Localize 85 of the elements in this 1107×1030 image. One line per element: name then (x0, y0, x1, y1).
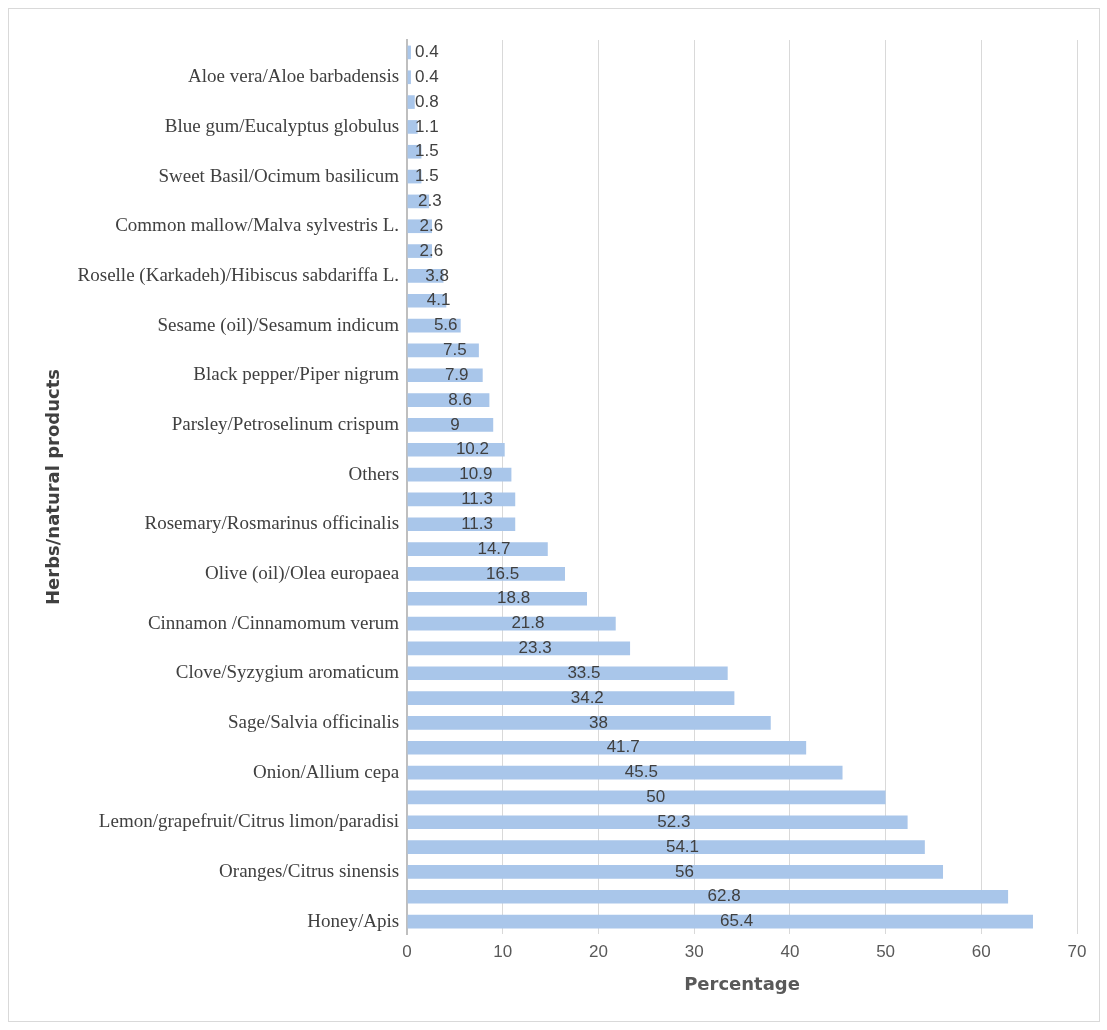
bar (407, 765, 843, 780)
bar (407, 790, 886, 805)
x-tick-label: 50 (876, 941, 896, 961)
bar (407, 591, 588, 606)
bar (407, 120, 418, 134)
data-label: 1.5 (415, 166, 439, 186)
bar (407, 517, 516, 532)
y-tick-label: Others (348, 462, 400, 484)
y-tick-label: Olive (oil)/Olea europaea (204, 561, 400, 584)
bar (407, 567, 565, 581)
data-label: 38 (588, 712, 608, 732)
y-tick-label: Aloe vera/Aloe barbadensis (188, 65, 400, 87)
y-tick-label: Onion/Allium cepa (252, 760, 400, 782)
data-label: 34.2 (570, 687, 604, 707)
data-label: 10.9 (459, 464, 493, 484)
bar (407, 70, 411, 85)
bar (407, 666, 728, 681)
y-tick-label: Roselle (Karkadeh)/Hibiscus sabdariffa L. (77, 263, 400, 286)
y-tick-label: Sesame (oil)/Sesamum indicum (157, 313, 400, 336)
x-tick-label: 30 (684, 941, 704, 961)
data-label: 45.5 (624, 762, 658, 782)
data-label: 0.4 (415, 66, 439, 86)
y-tick-label: Sage/Salvia officinalis (227, 710, 400, 732)
data-label: 2.3 (418, 191, 442, 211)
data-label: 2.6 (419, 240, 444, 260)
data-label: 21.8 (511, 613, 545, 633)
y-tick-label: Common mallow/Malva sylvestris L. (115, 214, 400, 236)
x-tick-label: 60 (971, 941, 991, 961)
y-tick-label: Blue gum/Eucalyptus globulus (164, 114, 400, 136)
data-label: 65.4 (720, 911, 754, 931)
bar (407, 716, 771, 730)
bar (407, 691, 735, 705)
x-tick-label: 70 (1067, 941, 1087, 961)
data-label: 54.1 (665, 836, 700, 856)
y-tick-label: Oranges/Citrus sinensis (219, 859, 400, 881)
bar (407, 865, 944, 879)
data-label: 41.7 (606, 737, 640, 757)
data-label: 7.9 (444, 364, 469, 384)
data-label: 11.3 (461, 513, 493, 533)
x-axis-title: Percentage (684, 972, 800, 994)
bar (407, 542, 548, 556)
y-tick-label: Clove/Syzygium aromaticum (175, 661, 400, 683)
bar (407, 740, 807, 755)
y-tick-label: Cinnamon /Cinnamomum verum (147, 611, 400, 633)
data-label: 52.3 (657, 811, 691, 831)
y-tick-label: Lemon/grapefruit/Citrus limon/paradisi (98, 810, 400, 832)
data-label: 56 (675, 861, 694, 881)
data-label: 14.7 (477, 538, 511, 558)
bar (407, 368, 483, 383)
x-tick-label: 0 (402, 941, 412, 961)
data-label: 50 (646, 787, 666, 807)
data-label: 3.8 (425, 265, 449, 285)
x-tick-label: 10 (493, 941, 513, 961)
y-tick-label: Parsley/Petroselinum crispum (171, 412, 400, 434)
bar (407, 914, 1033, 929)
data-label: 33.5 (567, 662, 601, 682)
y-tick-label: Rosemary/Rosmarinus officinalis (144, 512, 400, 534)
x-tick-label: 20 (589, 941, 608, 961)
bar (407, 418, 494, 432)
bar (407, 442, 505, 457)
data-label: 23.3 (518, 638, 552, 658)
y-tick-label: Honey/Apis (307, 909, 400, 931)
bar (407, 95, 415, 109)
bar (407, 889, 1009, 904)
data-label: 16.5 (486, 563, 520, 583)
data-label: 1.1 (415, 116, 439, 136)
data-label: 4.1 (426, 290, 451, 310)
bar (407, 815, 908, 830)
x-tick-label: 40 (780, 941, 800, 961)
data-label: 11.3 (461, 489, 493, 509)
bar (407, 840, 925, 854)
data-label: 18.8 (497, 588, 531, 608)
data-label: 62.8 (707, 886, 741, 906)
data-label: 7.5 (442, 340, 467, 360)
data-label: 8.6 (448, 389, 472, 409)
data-label: 2.6 (419, 215, 444, 235)
data-label: 5.6 (433, 315, 458, 335)
y-axis-title: Herbs/natural products (42, 369, 64, 605)
y-tick-label: Sweet Basil/Ocimum basilicum (158, 164, 400, 186)
data-label: 1.5 (415, 141, 439, 161)
data-label: 10.2 (455, 439, 489, 459)
data-label: 0.4 (415, 42, 439, 62)
data-label: 0.8 (415, 91, 439, 111)
data-label: 9 (450, 414, 460, 434)
y-tick-label: Black pepper/Piper nigrum (193, 363, 400, 385)
